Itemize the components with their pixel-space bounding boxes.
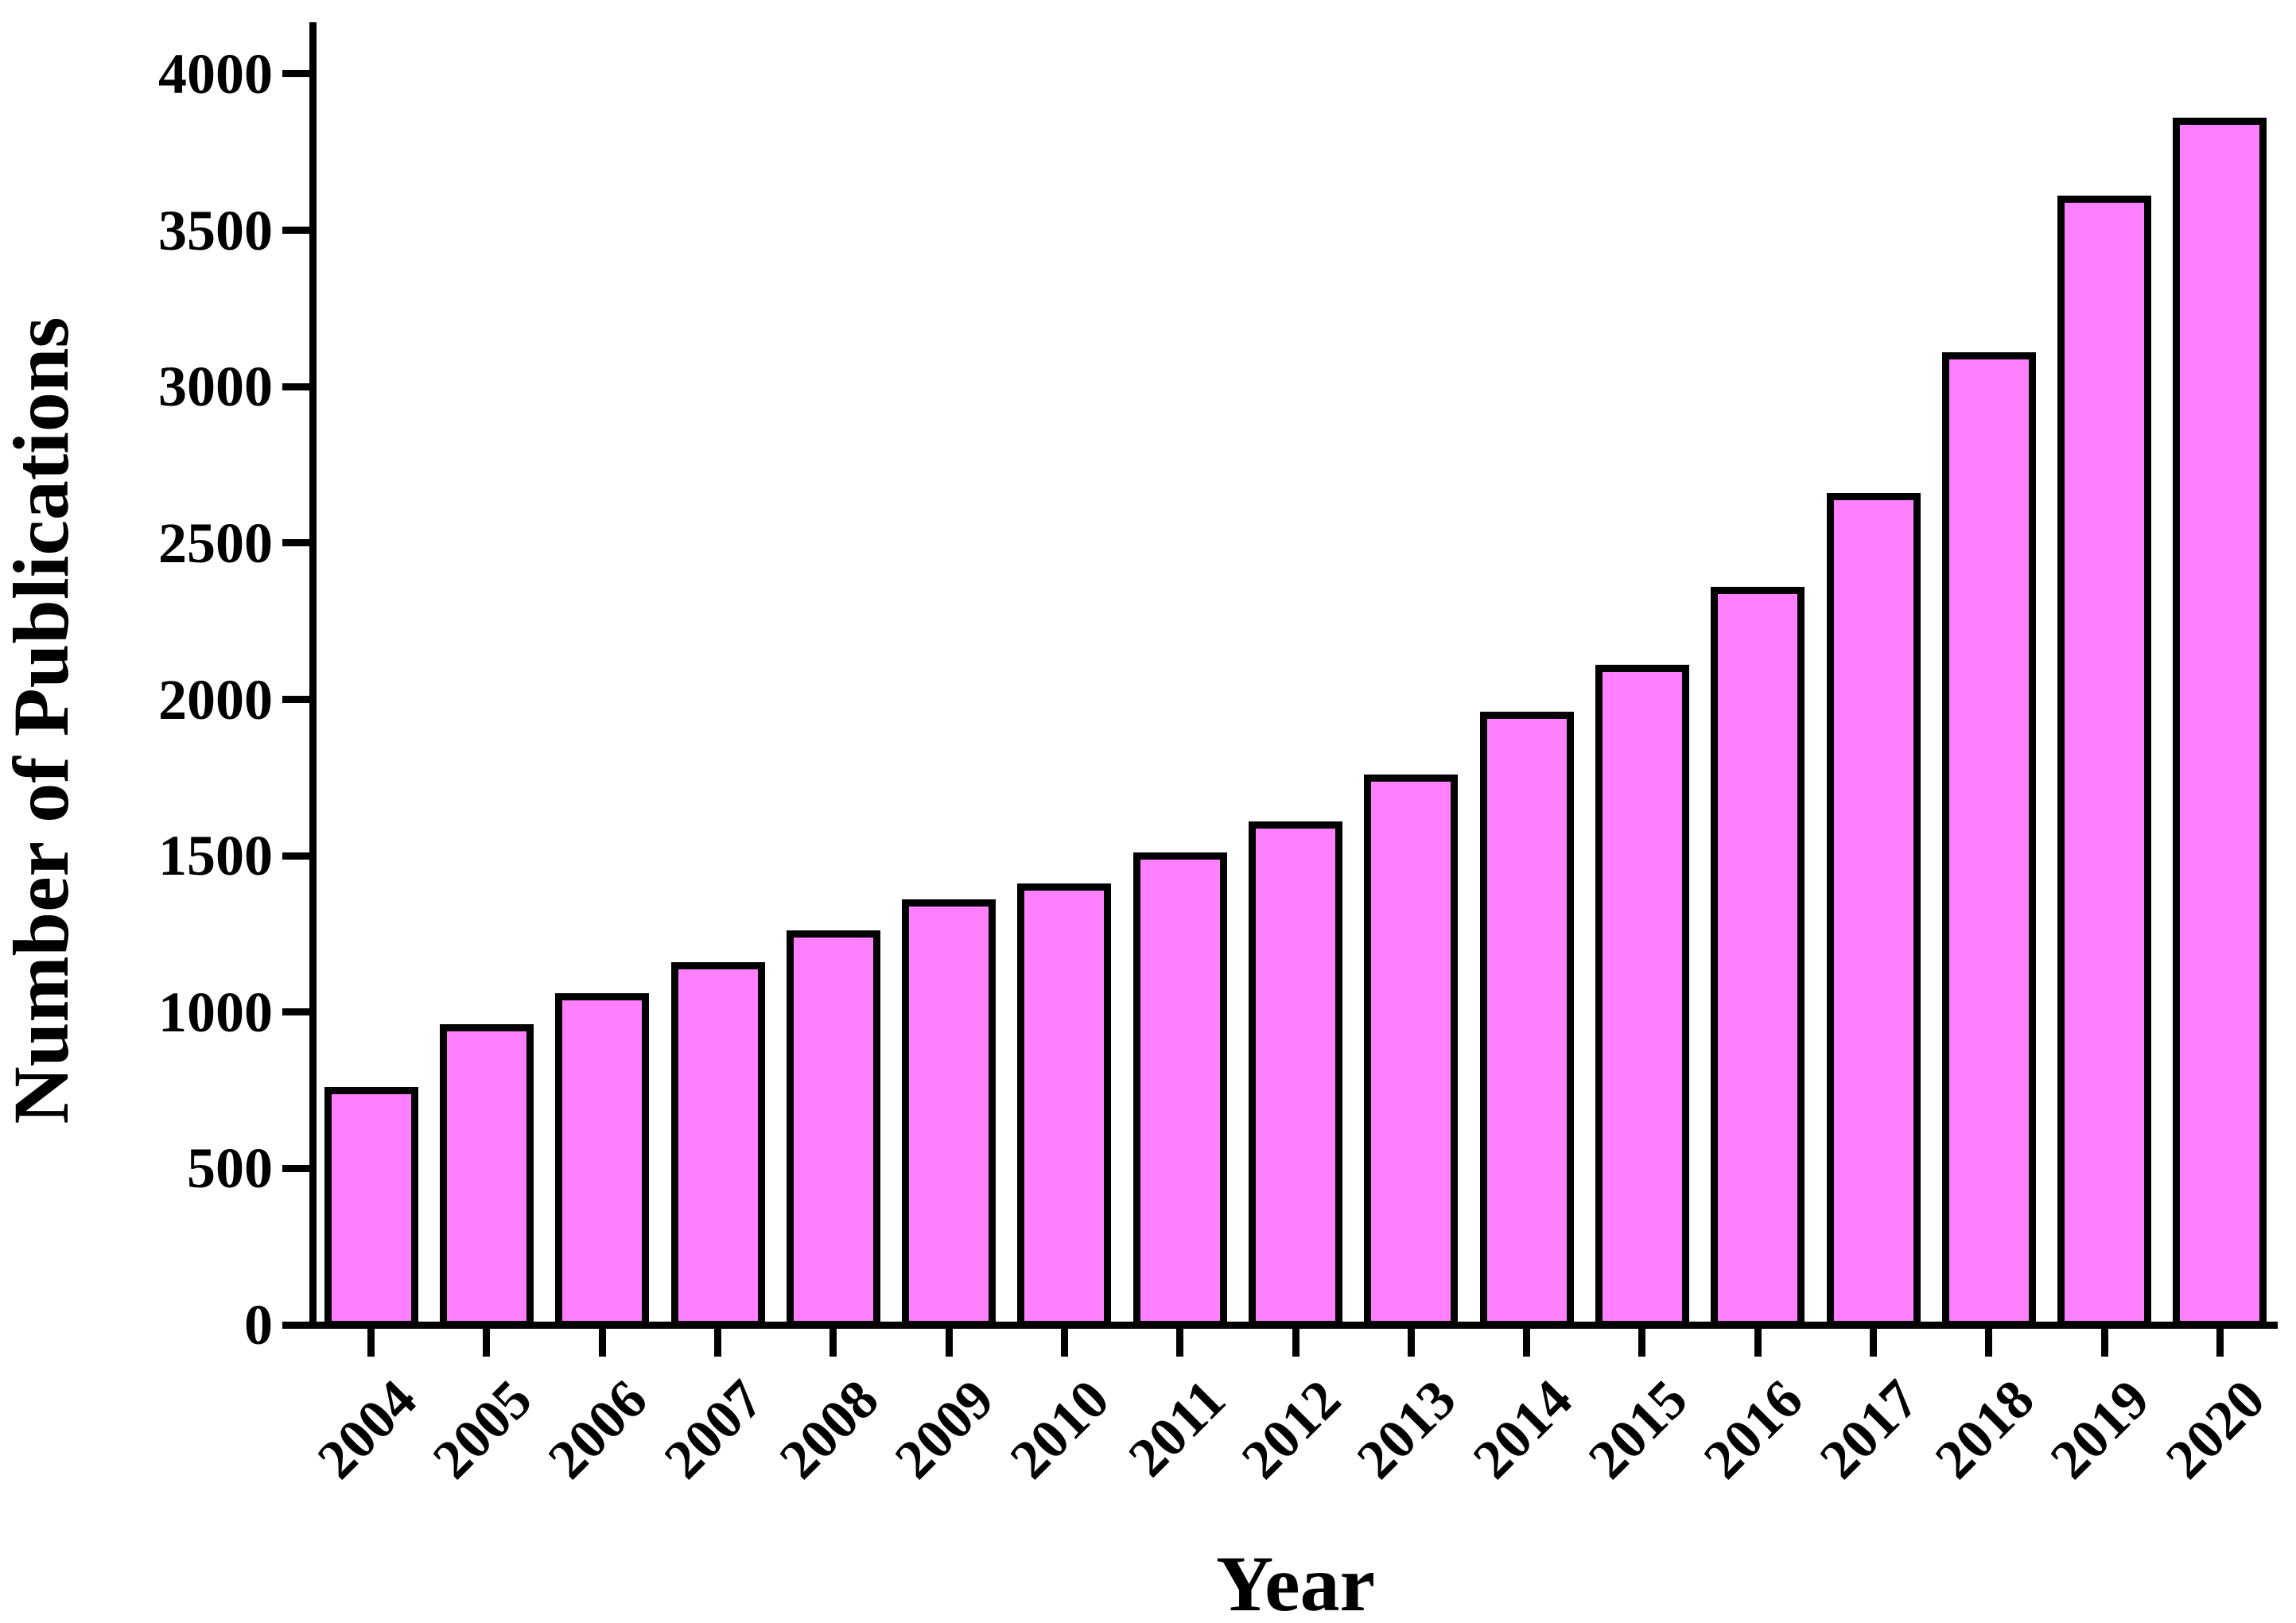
y-tick-label: 1000 <box>158 980 273 1044</box>
x-tick <box>1176 1329 1184 1357</box>
x-tick <box>1985 1329 1993 1357</box>
bar-2018 <box>1941 351 2036 1328</box>
x-axis-line <box>309 1322 2278 1329</box>
bar-2017 <box>1826 492 1921 1328</box>
y-axis-line <box>309 22 317 1329</box>
y-tick-label: 3000 <box>158 355 273 419</box>
y-tick-label: 1500 <box>158 824 273 888</box>
x-tick <box>483 1329 491 1357</box>
bar-2020 <box>2173 117 2267 1328</box>
y-tick <box>282 227 310 235</box>
y-tick <box>282 1008 310 1016</box>
y-tick <box>282 382 310 390</box>
bar-2015 <box>1595 665 1689 1328</box>
x-tick <box>1060 1329 1068 1357</box>
y-tick-label: 2000 <box>158 667 273 732</box>
x-tick <box>1523 1329 1531 1357</box>
bar-2012 <box>1249 821 1342 1328</box>
bar-2016 <box>1711 586 1805 1328</box>
bar-2011 <box>1132 852 1227 1328</box>
x-tick <box>1292 1329 1300 1357</box>
y-tick-label: 500 <box>187 1136 273 1201</box>
bar-2005 <box>439 1024 534 1328</box>
x-tick <box>367 1329 375 1357</box>
bar-2007 <box>670 961 765 1328</box>
bar-2009 <box>902 899 996 1328</box>
x-tick <box>1407 1329 1415 1357</box>
x-tick <box>598 1329 606 1357</box>
bar-2014 <box>1479 712 1574 1328</box>
x-axis-title: Year <box>1216 1540 1375 1623</box>
bar-2019 <box>2057 196 2152 1328</box>
x-tick <box>829 1329 837 1357</box>
bar-2006 <box>555 993 650 1328</box>
x-tick <box>2216 1329 2224 1357</box>
bar-2004 <box>324 1087 418 1328</box>
x-tick <box>714 1329 721 1357</box>
y-tick <box>282 70 310 78</box>
y-tick <box>282 696 310 703</box>
bar-2010 <box>1017 883 1112 1328</box>
bar-2008 <box>786 930 880 1328</box>
y-tick <box>282 852 310 860</box>
y-tick <box>282 1321 310 1329</box>
y-tick-label: 0 <box>244 1293 273 1357</box>
x-tick <box>945 1329 953 1357</box>
x-tick <box>1754 1329 1762 1357</box>
x-tick <box>1870 1329 1877 1357</box>
y-tick <box>282 539 310 547</box>
y-tick-label: 2500 <box>158 511 273 575</box>
x-tick <box>1638 1329 1646 1357</box>
y-tick-label: 3500 <box>158 198 273 262</box>
y-tick <box>282 1164 310 1172</box>
x-tick <box>2100 1329 2108 1357</box>
bar-2013 <box>1364 774 1459 1328</box>
y-tick-label: 4000 <box>158 41 273 106</box>
